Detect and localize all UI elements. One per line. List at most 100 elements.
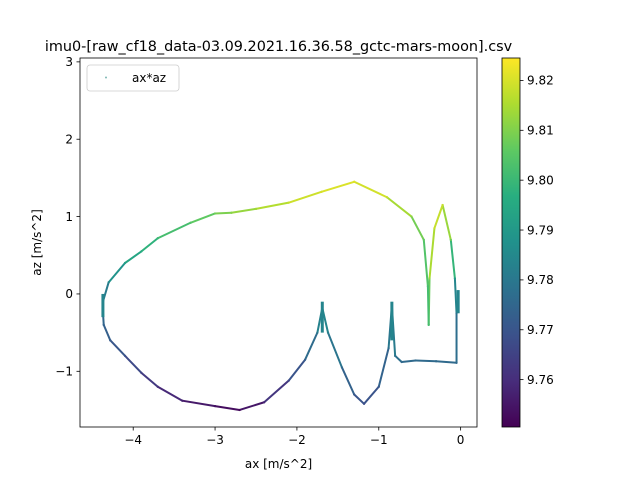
trajectory-segment (107, 262, 127, 284)
y-tick-label: −1 (55, 365, 73, 379)
colorbar-tick-label: 9.77 (527, 323, 554, 337)
x-tick-label: −4 (124, 433, 142, 447)
data-point (387, 346, 390, 350)
y-tick-label: 1 (65, 210, 73, 224)
trajectory-segment (377, 347, 390, 388)
data-point (449, 238, 452, 241)
trajectory-segment (287, 190, 323, 204)
data-point (433, 227, 436, 230)
trajectory-segment (287, 358, 307, 382)
x-axis: −4 −3 −2 −1 0 (124, 427, 464, 447)
y-tick-label: 3 (65, 55, 73, 69)
trajectory-segment (214, 211, 233, 215)
data-point (426, 285, 429, 288)
data-point (213, 405, 217, 408)
colorbar-tick-label: 9.82 (527, 74, 554, 88)
x-axis-label: ax [m/s^2] (245, 457, 312, 471)
legend-marker (105, 76, 107, 79)
trajectory-segment (353, 180, 388, 199)
trajectory-segment (263, 379, 290, 404)
data-point (316, 331, 319, 334)
trajectory-segment (156, 385, 184, 402)
x-tick-label: 0 (457, 433, 465, 447)
data-point (428, 277, 431, 280)
x-tick-label: −3 (206, 433, 224, 447)
data-point (140, 371, 143, 374)
data-point (123, 354, 127, 357)
data-point (254, 207, 258, 210)
colorbar-tick-label: 9.79 (527, 223, 554, 237)
y-axis-label: az [m/s^2] (30, 209, 44, 276)
trajectory-segment (181, 399, 217, 408)
plot-area (79, 57, 478, 428)
colorbar-gradient (502, 58, 520, 427)
trajectory-segment (422, 238, 429, 288)
data-point (353, 393, 356, 396)
data-point (326, 331, 330, 334)
trajectory-segment (320, 180, 356, 193)
data-point (189, 221, 192, 224)
data-point (377, 385, 380, 388)
trajectory-segment (140, 237, 159, 253)
colorbar-frame (501, 57, 521, 428)
data-point (287, 201, 290, 204)
data-point (410, 215, 413, 218)
data-point (287, 379, 290, 382)
data-point (362, 402, 366, 405)
trajectory-segment (109, 339, 127, 357)
trajectory-segment (441, 203, 452, 241)
chart-title: imu0-[raw_cf18_data-03.09.2021.16.36.58_… (45, 39, 513, 55)
data-point (230, 211, 233, 214)
trajectory-segment (254, 201, 290, 210)
data-point (107, 281, 110, 284)
trajectory-segment (433, 203, 444, 230)
trajectory-segment (410, 215, 425, 241)
y-tick-label: 2 (65, 133, 73, 147)
data-point (109, 339, 112, 342)
data-point (123, 261, 127, 265)
legend-label: ax*az (132, 71, 166, 85)
colorbar-tick-label: 9.78 (527, 273, 554, 287)
trajectory-segment (140, 371, 159, 388)
data-point (238, 408, 241, 412)
plot-frame (79, 57, 478, 428)
data-point (263, 401, 266, 404)
trajectory-segment (426, 285, 430, 326)
colorbar-ticks: 9.76 9.77 9.78 9.79 9.80 9.81 9.82 (520, 74, 554, 387)
data-point (441, 203, 444, 207)
data-point (427, 323, 430, 326)
trajectory-segment (156, 221, 192, 240)
data-point (414, 359, 417, 362)
data-point (213, 212, 217, 215)
trajectory-segment (102, 323, 112, 342)
trajectory-segment (449, 238, 456, 280)
colorbar: 9.76 9.77 9.78 9.79 9.80 9.81 9.82 (501, 57, 554, 428)
trajectory-segment (414, 359, 438, 363)
trajectory-segment (394, 354, 403, 364)
y-axis: −1 0 1 2 3 (55, 55, 80, 379)
data-point (140, 250, 143, 253)
data-point (181, 399, 184, 402)
trajectory-segment (230, 207, 257, 214)
trajectory-segment (124, 354, 143, 374)
trajectory-segment (340, 366, 356, 396)
data-point (453, 277, 456, 280)
trajectory-segment (304, 331, 319, 361)
data-point (102, 323, 105, 326)
data-point (455, 361, 458, 364)
trajectory-segment (428, 227, 436, 280)
trajectory-segment (363, 385, 380, 405)
trajectory-segment (214, 405, 241, 411)
data-point (156, 237, 159, 240)
data-point (422, 238, 425, 241)
x-tick-label: −2 (288, 433, 306, 447)
colorbar-tick-label: 9.81 (527, 124, 554, 138)
y-tick-label: 0 (65, 287, 73, 301)
trajectory-segment (238, 401, 266, 411)
trajectory-segment (453, 277, 458, 315)
colorbar-tick-label: 9.80 (527, 173, 554, 187)
data-point (340, 366, 344, 369)
data-point (156, 385, 159, 388)
data-point (434, 360, 438, 363)
trajectory-segment (124, 250, 143, 264)
